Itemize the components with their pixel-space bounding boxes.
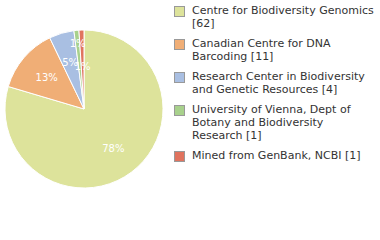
legend-text: Research Center in Biodiversity and Gene… — [192, 70, 365, 96]
legend-item: Centre for Biodiversity Genomics [62] — [172, 4, 377, 30]
pie-area: 78%13%5%1%1% — [0, 0, 170, 240]
legend-swatch — [174, 151, 185, 162]
legend-swatch — [174, 39, 185, 50]
legend-item: Canadian Centre for DNA Barcoding [11] — [172, 37, 377, 63]
data-label: 78% — [102, 143, 124, 154]
legend-text: Canadian Centre for DNA Barcoding [11] — [192, 37, 331, 63]
legend-swatch — [174, 105, 185, 116]
data-label: 1% — [70, 38, 86, 49]
data-label: 1% — [75, 61, 91, 72]
legend-swatch — [174, 6, 185, 17]
legend: Centre for Biodiversity Genomics [62] Can… — [172, 4, 377, 169]
legend-item: Research Center in Biodiversity and Gene… — [172, 70, 377, 96]
legend-text: Centre for Biodiversity Genomics [62] — [192, 4, 374, 30]
slice — [5, 30, 163, 188]
legend-text: University of Vienna, Dept of Botany and… — [192, 103, 351, 142]
legend-text: Mined from GenBank, NCBI [1] — [192, 149, 361, 162]
data-labels: 78%13%5%1%1% — [36, 38, 125, 154]
legend-item: Mined from GenBank, NCBI [1] — [172, 149, 377, 162]
chart: 78%13%5%1%1% Centre for Biodiversity Gen… — [0, 0, 380, 240]
data-label: 13% — [36, 72, 58, 83]
slices — [5, 30, 163, 188]
legend-swatch — [174, 72, 185, 83]
legend-item: University of Vienna, Dept of Botany and… — [172, 103, 377, 142]
